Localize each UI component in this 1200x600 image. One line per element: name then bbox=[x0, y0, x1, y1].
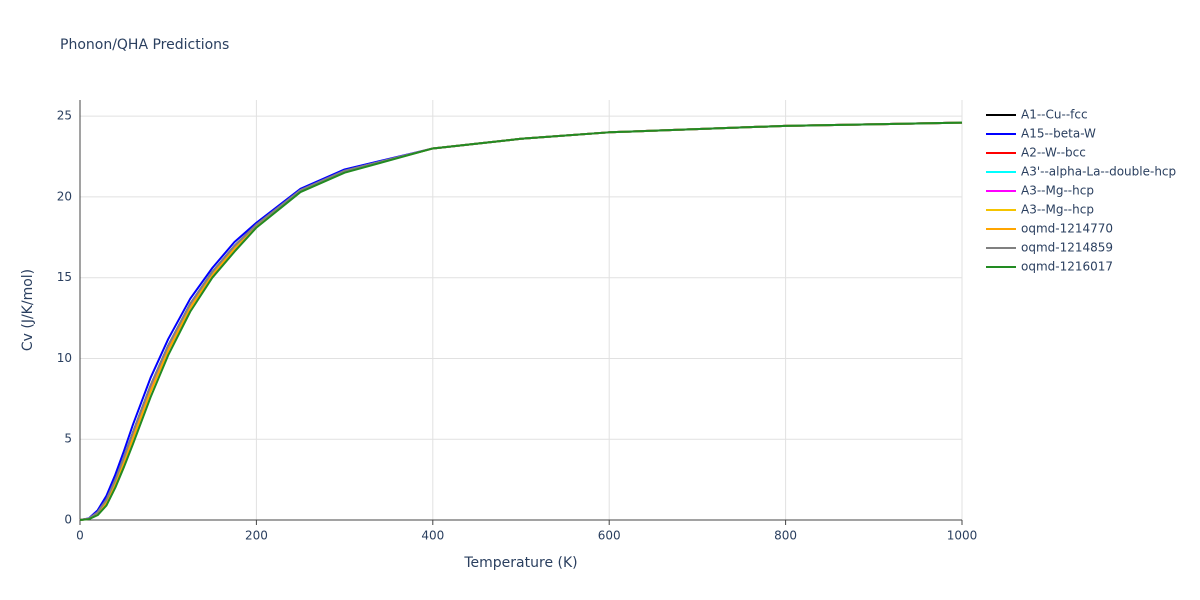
legend-label: A15--beta-W bbox=[1021, 127, 1096, 141]
y-tick-label: 10 bbox=[57, 351, 72, 365]
x-tick-label: 1000 bbox=[947, 529, 978, 543]
series-line bbox=[79, 121, 963, 521]
series-line bbox=[79, 121, 963, 521]
series-line bbox=[79, 121, 963, 521]
legend-label: A3'--alpha-La--double-hcp bbox=[1021, 165, 1176, 179]
legend-label: A3--Mg--hcp bbox=[1021, 203, 1094, 217]
x-axis-title: Temperature (K) bbox=[463, 555, 577, 571]
y-tick-label: 5 bbox=[64, 432, 72, 446]
legend-label: A2--W--bcc bbox=[1021, 146, 1086, 160]
series-line bbox=[79, 121, 963, 521]
legend-label: A3--Mg--hcp bbox=[1021, 184, 1094, 198]
legend-label: oqmd-1216017 bbox=[1021, 260, 1113, 274]
x-tick-label: 0 bbox=[76, 529, 84, 543]
series-line bbox=[79, 121, 963, 521]
legend-label: oqmd-1214770 bbox=[1021, 222, 1113, 236]
y-tick-label: 25 bbox=[57, 109, 72, 123]
x-tick-label: 800 bbox=[774, 529, 797, 543]
y-tick-label: 0 bbox=[64, 513, 72, 527]
x-tick-label: 200 bbox=[245, 529, 268, 543]
legend-label: A1--Cu--fcc bbox=[1021, 108, 1088, 122]
chart-title: Phonon/QHA Predictions bbox=[60, 37, 229, 53]
y-tick-label: 20 bbox=[57, 189, 72, 203]
y-tick-label: 15 bbox=[57, 270, 72, 284]
series-line bbox=[79, 121, 963, 521]
x-tick-label: 600 bbox=[598, 529, 621, 543]
series-line bbox=[79, 121, 963, 521]
legend-label: oqmd-1214859 bbox=[1021, 241, 1113, 255]
y-axis-title: Cv (J/K/mol) bbox=[20, 269, 36, 351]
series-line bbox=[79, 121, 963, 521]
series-line bbox=[79, 121, 963, 521]
x-tick-label: 400 bbox=[421, 529, 444, 543]
